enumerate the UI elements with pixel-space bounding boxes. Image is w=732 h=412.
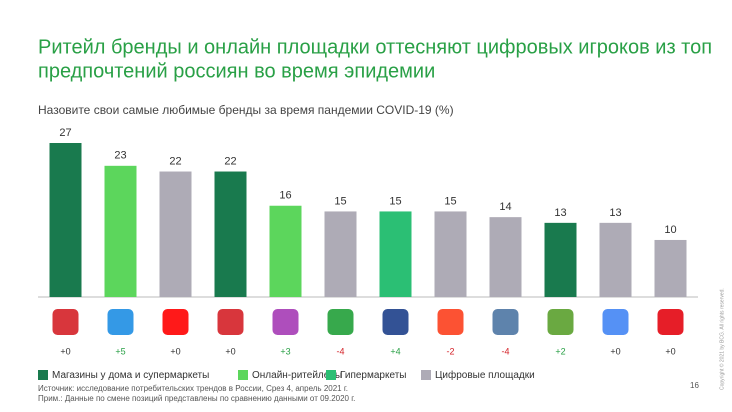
value-label: 27 (59, 127, 71, 139)
bar (489, 217, 522, 297)
position-change: +4 (390, 346, 400, 356)
bar (434, 211, 467, 297)
legend-swatch (421, 370, 431, 380)
brand-icon (657, 309, 684, 335)
legend-swatch (326, 370, 336, 380)
bar (104, 165, 137, 297)
position-change: +2 (555, 346, 565, 356)
position-change: +0 (170, 346, 180, 356)
brand-icon (272, 309, 299, 335)
brand-icon (492, 309, 519, 335)
position-change: -4 (336, 346, 344, 356)
legend-swatch (38, 370, 48, 380)
value-label: 15 (389, 195, 401, 207)
chart-title: предпочтений россиян во время эпидемии (38, 60, 435, 82)
legend-label: Цифровые площадки (435, 369, 535, 381)
value-label: 10 (664, 224, 676, 236)
chart-title: Ритейл бренды и онлайн площадки оттесняю… (38, 36, 712, 58)
position-change: +0 (665, 346, 675, 356)
brand-icon (327, 309, 354, 335)
legend-label: Гипермаркеты (340, 370, 406, 381)
bar (379, 211, 412, 297)
copyright: Copyright © 2021 by BCG. All rights rese… (718, 288, 725, 390)
position-change: +3 (280, 346, 290, 356)
legend-label: Онлайн-ритейлеры (252, 370, 342, 381)
bar (654, 239, 687, 297)
value-label: 16 (279, 190, 291, 202)
brand-icon (547, 309, 574, 335)
value-label: 13 (554, 207, 566, 219)
bar (544, 222, 577, 297)
position-change: -2 (446, 346, 454, 356)
chart-subtitle: Назовите свои самые любимые бренды за вр… (38, 103, 454, 117)
brand-icon (437, 309, 464, 335)
value-label: 14 (499, 201, 511, 213)
brand-icon (382, 309, 409, 335)
bar (49, 143, 82, 297)
bar (214, 171, 247, 297)
bar (159, 171, 192, 297)
value-label: 22 (224, 155, 236, 167)
value-label: 22 (169, 155, 181, 167)
brand-icon (52, 309, 79, 335)
value-label: 15 (444, 195, 456, 207)
bar (269, 205, 302, 297)
position-change: +0 (60, 346, 70, 356)
page-number: 16 (690, 381, 699, 390)
position-change: +0 (225, 346, 235, 356)
value-label: 15 (334, 195, 346, 207)
position-change: -4 (501, 346, 509, 356)
position-change: +5 (115, 346, 125, 356)
source: Источник: исследование потребительских т… (38, 384, 348, 393)
brand-icon (162, 309, 189, 335)
brand-icon (602, 309, 629, 335)
note: Прим.: Данные по смене позиций представл… (38, 394, 355, 403)
value-label: 13 (609, 207, 621, 219)
bar (324, 211, 357, 297)
value-label: 23 (114, 150, 126, 162)
position-change: +0 (610, 346, 620, 356)
brand-icon (217, 309, 244, 335)
bar (599, 222, 632, 297)
legend-swatch (238, 370, 248, 380)
legend-label: Магазины у дома и супермаркеты (52, 370, 209, 381)
brand-icon (107, 309, 134, 335)
